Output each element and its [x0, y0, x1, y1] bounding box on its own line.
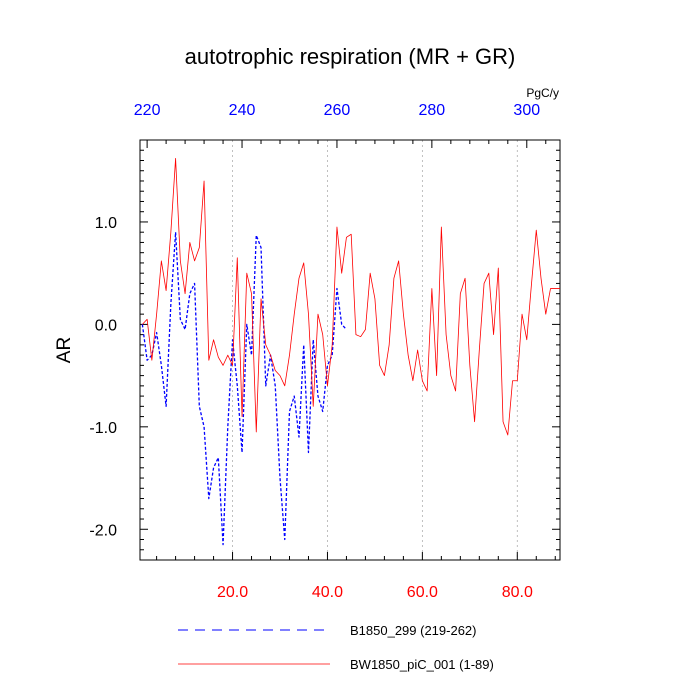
series-line-2	[142, 158, 560, 436]
top-axis-units: PgC/y	[526, 86, 559, 100]
legend-label: B1850_299 (219-262)	[350, 623, 477, 638]
bottom-tick-label: 20.0	[217, 584, 248, 601]
left-tick-label: -2.0	[89, 522, 117, 539]
bottom-tick-label: 60.0	[407, 584, 438, 601]
left-tick-label: -1.0	[89, 420, 117, 437]
axis-ticks: 20.0 40.0 60.0 80.0 220 240 260 280 300 1.0 0.0 -1.…	[89, 102, 560, 601]
legend-label: BW1850_piC_001 (1-89)	[350, 657, 494, 672]
y-axis-label: AR	[54, 337, 75, 363]
top-tick-label: 260	[324, 102, 351, 119]
legend: B1850_299 (219-262) BW1850_piC_001 (1-89)	[178, 623, 494, 672]
bottom-tick-label: 40.0	[312, 584, 343, 601]
plot-area	[139, 139, 561, 561]
top-tick-label: 240	[229, 102, 256, 119]
grid-lines	[232, 140, 518, 560]
chart-title: autotrophic respiration (MR + GR)	[185, 44, 516, 69]
series-line-1	[141, 231, 347, 546]
top-tick-label: 220	[134, 102, 161, 119]
left-tick-label: 0.0	[95, 317, 117, 334]
left-tick-label: 1.0	[95, 215, 117, 232]
top-tick-label: 300	[513, 102, 540, 119]
top-tick-label: 280	[419, 102, 446, 119]
plot-frame	[139, 139, 561, 561]
series-layer	[141, 158, 560, 546]
bottom-tick-label: 80.0	[502, 584, 533, 601]
